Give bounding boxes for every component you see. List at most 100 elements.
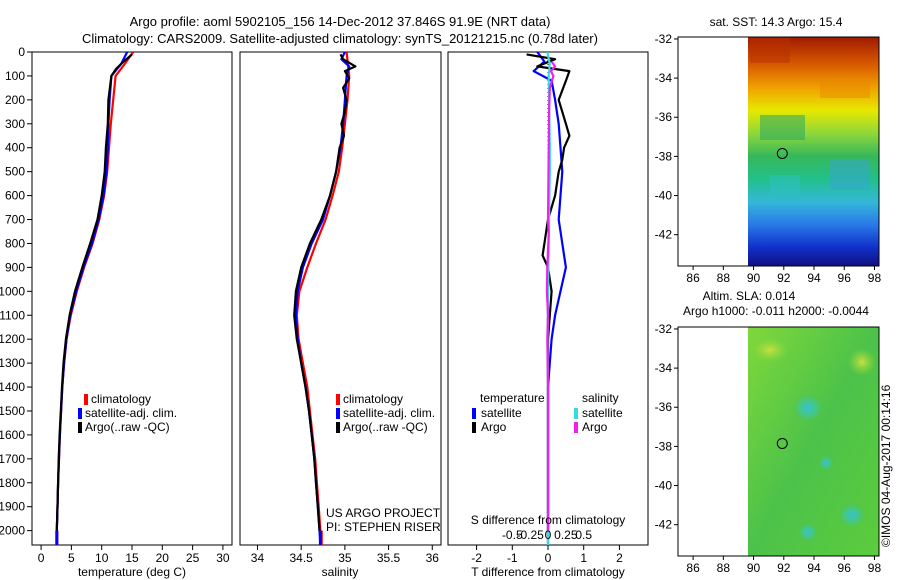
legend-label: satellite (582, 406, 623, 420)
depth-tick-label: 1500 (0, 404, 25, 418)
map-y-tick-label: -32 (655, 32, 673, 46)
sst-patch (770, 175, 800, 195)
map-y-tick-label: -40 (655, 479, 673, 493)
x-tick-label: 30 (216, 551, 230, 565)
argo-float-marker (776, 437, 788, 449)
figure-title-line2: Climatology: CARS2009. Satellite-adjuste… (82, 31, 598, 46)
x-tick-label: 2 (616, 551, 623, 565)
temperature-axis-label: temperature (deg C) (78, 565, 186, 579)
sla-map-title-line2: Argo h1000: -0.011 h2000: -0.0044 (683, 304, 869, 318)
sla-anomaly (798, 522, 818, 542)
sst-patch (830, 160, 870, 190)
x-tick-label: 1 (580, 551, 587, 565)
x-tick-label: 20 (156, 551, 170, 565)
map-x-tick-label: 88 (717, 561, 731, 575)
legend-label: Argo (582, 420, 608, 434)
legend-label: climatology (343, 392, 403, 406)
sst-patch (760, 115, 805, 140)
map-y-tick-label: -38 (655, 439, 673, 453)
x-tick-label: 35 (338, 551, 352, 565)
sst-patch (820, 80, 870, 98)
series-line (545, 60, 557, 531)
depth-tick-label: 1900 (0, 500, 25, 514)
map-y-tick-label: -36 (655, 400, 673, 414)
temperature-legend: climatology satellite-adj. clim. Argo(..… (78, 392, 177, 434)
legend-swatch-argo (336, 422, 340, 433)
depth-tick-label: 0 (18, 45, 25, 59)
depth-tick-label: 1100 (0, 308, 25, 322)
x-tick-label: 0 (545, 551, 552, 565)
depth-tick-label: 100 (5, 69, 25, 83)
map-y-tick-label: -36 (655, 110, 673, 124)
depth-axis: 0 100 200 300 400 500 600 700 800 900 1000 1100 1200… (0, 45, 32, 538)
x-tick-label: 0 (38, 551, 45, 565)
figure-title-line1: Argo profile: aoml 5902105_156 14-Dec-20… (129, 14, 551, 29)
sst-map-border (677, 36, 880, 267)
legend-swatch-s-satellite (574, 408, 578, 419)
depth-tick-label: 300 (5, 117, 25, 131)
salinity-series (293, 52, 357, 545)
salinity-legend: climatology satellite-adj. clim. Argo(..… (326, 392, 441, 534)
legend-label: climatology (91, 392, 151, 406)
legend-header-salinity: salinity (582, 391, 619, 405)
series-line (55, 53, 133, 531)
pi-annotation: PI: STEPHEN RISER (326, 520, 441, 534)
map-y-tick-label: -38 (655, 149, 673, 163)
map-y-tick-label: -34 (655, 71, 673, 85)
x-tick-label: 34 (251, 551, 265, 565)
project-annotation: US ARGO PROJECT (326, 506, 441, 520)
x-tick-label: 35.5 (377, 551, 401, 565)
depth-tick-label: 1800 (0, 476, 25, 490)
sla-map-title-line1: Altim. SLA: 0.014 (703, 289, 796, 303)
sla-anomaly (752, 338, 788, 362)
map-x-tick-label: 94 (807, 271, 821, 285)
depth-tick-label: 200 (5, 93, 25, 107)
depth-tick-label: 1400 (0, 380, 25, 394)
legend-swatch-t-satellite (472, 408, 476, 419)
legend-label: satellite-adj. clim. (343, 406, 435, 420)
map-x-tick-label: 92 (777, 271, 791, 285)
legend-swatch-t-argo (472, 422, 476, 433)
sla-anomaly (848, 348, 876, 376)
difference-legend: temperature salinity satellite Argo sate… (472, 391, 623, 434)
map-x-tick-label: 86 (686, 271, 700, 285)
map-x-tick-label: 90 (747, 271, 761, 285)
map-x-tick-label: 96 (838, 271, 852, 285)
depth-tick-label: 1000 (0, 284, 25, 298)
x-tick-label: 36 (426, 551, 440, 565)
sla-anomaly (818, 455, 834, 471)
depth-tick-label: 2000 (0, 524, 25, 538)
salinity-plot-frame (239, 51, 442, 546)
depth-tick-label: 1600 (0, 428, 25, 442)
argo-float-marker (776, 147, 788, 159)
legend-swatch-climatology (84, 394, 88, 405)
map-x-tick-label: 98 (868, 561, 882, 575)
depth-tick-label: 500 (5, 165, 25, 179)
sla-anomaly (838, 502, 866, 528)
depth-tick-label: 1200 (0, 332, 25, 346)
map-x-tick-label: 96 (838, 561, 852, 575)
x-tick-label: 5 (68, 551, 75, 565)
sla-anomaly (792, 393, 824, 423)
sla-map-axes: 86 88 90 92 94 96 98 -32 -34 -36 -38 -40 -42 (655, 322, 882, 575)
map-x-tick-label: 86 (686, 561, 700, 575)
temperature-series (55, 52, 135, 545)
sla-field (748, 327, 879, 556)
legend-swatch-climatology (336, 394, 340, 405)
difference-series (526, 52, 571, 545)
x-tick-label: 15 (125, 551, 139, 565)
legend-label: Argo (481, 420, 507, 434)
x-tick-label: -1 (507, 551, 518, 565)
s-diff-tick-label: -0.25 (516, 528, 544, 542)
x-tick-label: 10 (95, 551, 109, 565)
sst-patch (750, 37, 790, 63)
legend-label: Argo(..raw -QC) (343, 420, 428, 434)
x-tick-label: 25 (186, 551, 200, 565)
s-difference-axis-label: S difference from climatology (471, 513, 626, 527)
depth-tick-label: 1700 (0, 452, 25, 466)
sst-map-title: sat. SST: 14.3 Argo: 15.4 (710, 15, 843, 29)
sla-map-border (677, 326, 880, 557)
map-x-tick-label: 94 (807, 561, 821, 575)
map-y-tick-label: -42 (655, 518, 673, 532)
